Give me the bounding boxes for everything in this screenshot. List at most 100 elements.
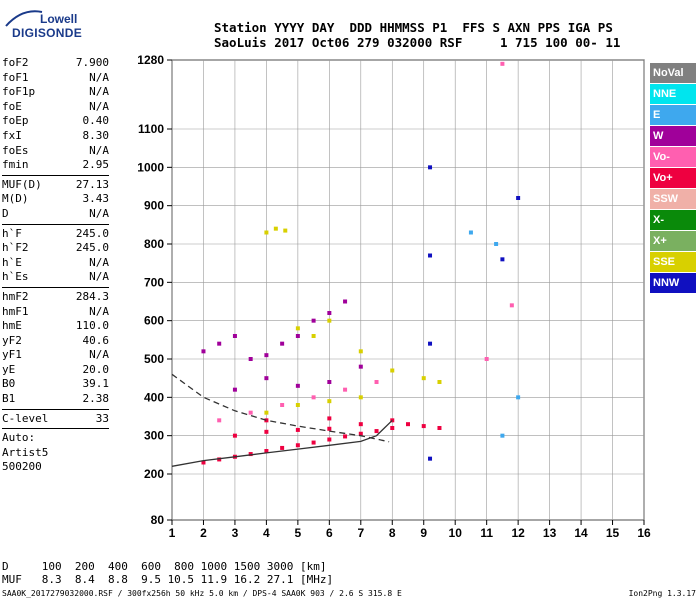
divider [2,286,109,288]
param-row-b0: B0 39.1 [2,377,109,392]
point-e [494,242,499,246]
param-value: 284.3 [75,289,109,303]
legend-item-x: X- [650,210,696,230]
point-sse [421,376,426,381]
point-sse [283,228,288,233]
parameter-panel: foF2 7.900 foF1 N/A foF1p N/A foE N/A foEp 0.40 fx… [2,56,109,475]
point-w [311,318,316,323]
point-w [343,299,348,304]
point-vo [484,357,489,361]
point-vo [437,426,442,430]
param-value: 40.6 [82,333,110,347]
param-label: fmin [2,158,29,172]
param-label: B1 [2,392,16,406]
x-tick-label: 14 [574,526,588,540]
param-row-foep: foEp 0.40 [2,114,109,129]
x-tick-label: 1 [169,526,176,540]
point-w [232,387,237,392]
param-value: 2.38 [82,392,110,406]
parameter-group-1: foF2 7.900 foF1 N/A foF1p N/A foE N/A foEp 0.40 fx… [2,56,109,173]
param-label: foE [2,99,22,113]
param-value: 2.95 [82,158,110,172]
param-row-b1: B1 2.38 [2,392,109,407]
point-sse [390,368,395,373]
x-tick-label: 8 [389,526,396,540]
point-vo [406,422,410,427]
digisonde-logo-icon [4,6,44,34]
param-value: 27.13 [75,177,109,191]
clevel-label: C-level [2,411,49,425]
x-tick-label: 6 [326,526,333,540]
point-w [264,376,269,381]
param-label: foEp [2,114,29,128]
param-value: N/A [89,99,109,113]
divider [2,174,109,176]
point-vo [343,434,348,439]
y-tick-label: 1000 [137,160,164,174]
footer-info: SAA0K_2017279032000.RSF / 300fx256h 50 k… [2,589,402,598]
param-label: h`F2 [2,241,29,255]
point-sse [437,380,442,384]
point-sse [311,334,316,338]
param-label: yE [2,362,16,376]
legend: NoVal NNE E W Vo- Vo+ SSW X- X+ SSE NNW [650,63,696,294]
point-vo [358,431,363,436]
x-tick-label: 12 [511,526,525,540]
point-vo [232,433,237,438]
param-label: h`Es [2,270,29,284]
y-tick-label: 800 [144,237,164,251]
legend-item-x: X+ [650,231,696,251]
param-value: 245.0 [75,241,109,255]
point-vo [358,422,363,427]
y-tick-label: 200 [144,467,164,481]
logo-lowell: Lowell [40,12,78,26]
point-sse [327,399,332,404]
point-w [327,380,332,384]
legend-item-vo: Vo- [650,147,696,167]
point-sse [358,395,363,400]
point-vo [421,424,426,429]
param-label: foF2 [2,56,29,69]
param-label: fxI [2,128,22,142]
param-label: MUF(D) [2,177,42,191]
parameter-group-4: hmF2 284.3 hmF1 N/A hmE 110.0 yF2 40.6 yF1 N/A yE 2… [2,290,109,407]
legend-item-noval: NoVal [650,63,696,83]
x-tick-label: 4 [263,526,270,540]
y-tick-label: 400 [144,390,164,404]
clevel-value: 33 [95,411,109,425]
x-tick-label: 9 [420,526,427,540]
x-tick-label: 7 [357,526,364,540]
param-row-yf2: yF2 40.6 [2,334,109,349]
legend-item-e: E [650,105,696,125]
param-value: 39.1 [82,377,110,391]
param-label: M(D) [2,192,29,206]
param-value: 3.43 [82,192,110,206]
param-row-fof1p: foF1p N/A [2,85,109,100]
param-row-yf1: yF1 N/A [2,348,109,363]
y-tick-label: 700 [144,275,164,289]
y-tick-label: 1100 [138,122,164,136]
point-w [201,349,206,354]
param-value: N/A [89,85,109,99]
point-w [280,341,285,346]
point-vo [327,426,332,431]
param-label: hmF2 [2,289,29,303]
legend-item-nnw: NNW [650,273,696,293]
point-sse [273,226,278,231]
point-vo [390,426,395,430]
point-nnw [500,257,505,262]
point-w [232,334,237,338]
point-w [295,383,300,388]
legend-item-nne: NNE [650,84,696,104]
param-value: 7.900 [75,56,109,69]
point-vo [343,387,348,392]
point-vo [264,429,269,434]
footer-version: Ion2Png 1.3.17 [628,589,696,598]
point-nnw [428,341,433,346]
y-tick-label: 900 [144,199,164,213]
param-value: N/A [89,255,109,269]
param-row-hme: hmE 110.0 [2,319,109,334]
legend-item-sse: SSE [650,252,696,272]
param-row-mufd: MUF(D) 27.13 [2,178,109,193]
param-value: 245.0 [75,226,109,240]
